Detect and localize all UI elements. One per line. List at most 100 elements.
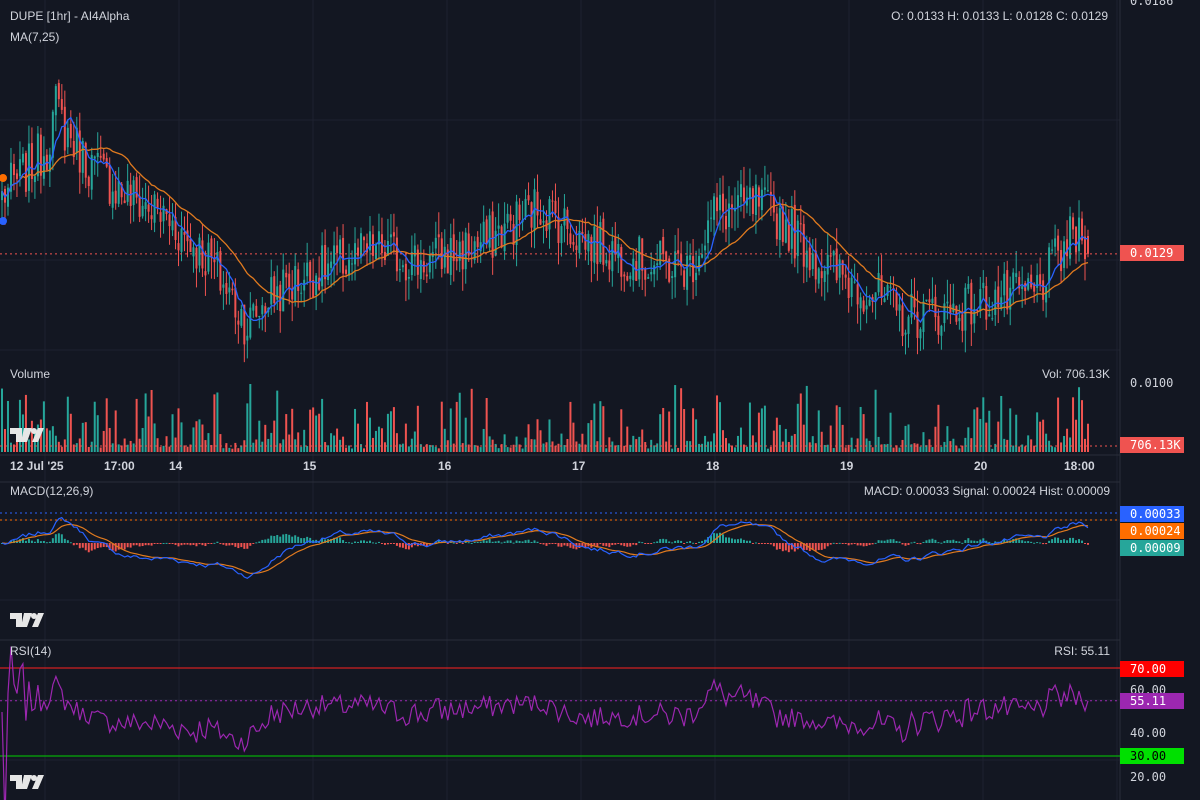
macd-hist-bar [189, 543, 192, 546]
volume-bar [291, 408, 294, 452]
volume-bar [835, 405, 838, 452]
candle-body [763, 187, 766, 190]
macd-hist-bar [739, 538, 742, 543]
candle-body [665, 251, 668, 261]
volume-bar [192, 427, 195, 452]
macd-hist-bar [1030, 541, 1033, 543]
candle-body [455, 259, 458, 262]
macd-hist-bar [371, 542, 374, 544]
volume-bar [413, 431, 416, 452]
macd-hist-bar [455, 543, 458, 544]
x-tick-7: 19 [840, 459, 854, 473]
candle-body [117, 181, 120, 204]
volume-bar [81, 422, 84, 452]
candle-body [234, 287, 237, 318]
volume-bar [6, 400, 9, 452]
candle-body [991, 318, 994, 320]
macd-hist-bar [943, 541, 946, 543]
macd-hist-bar [635, 543, 638, 546]
macd-hist-bar [647, 543, 650, 544]
volume-bar [42, 401, 45, 452]
macd-hist-bar [291, 536, 294, 543]
macd-hist-bar [437, 540, 440, 543]
candle-body [195, 247, 198, 269]
macd-hist-bar [536, 541, 539, 543]
volume-bar [692, 408, 695, 452]
candle-body [1000, 297, 1003, 308]
volume-bar [826, 444, 829, 452]
volume-bar [1048, 440, 1051, 452]
candle-body [9, 162, 12, 192]
candle-body [63, 106, 66, 151]
candle-body [1078, 217, 1081, 252]
candle-body [886, 285, 889, 296]
candle-body [135, 177, 138, 198]
macd-hist-bar [363, 540, 365, 543]
volume-bar [449, 408, 452, 452]
macd-hist-bar [976, 541, 979, 543]
macd-hist-bar [928, 539, 931, 543]
macd-hist-bar [644, 543, 647, 544]
volume-bar [111, 443, 114, 452]
volume-bar [428, 445, 431, 452]
volume-bar [829, 425, 832, 452]
macd-hist-bar [458, 542, 461, 544]
macd-hist-bar [722, 534, 725, 543]
macd-hist-bar [970, 540, 973, 543]
volume-bar [844, 447, 847, 452]
candle-body [611, 241, 614, 272]
volume-bar [374, 430, 377, 452]
candle-body [787, 221, 790, 251]
candle-body [994, 289, 997, 315]
macd-hist-bar [940, 542, 943, 544]
macd-hist-bar [775, 543, 778, 550]
candle-body [186, 230, 189, 242]
volume-bar [1021, 444, 1024, 452]
candle-body [81, 141, 84, 173]
candle-body [60, 99, 63, 110]
macd-hist-bar [650, 543, 653, 544]
macd-hist-bar [829, 543, 832, 545]
candle-body [781, 206, 784, 242]
macd-hist-bar [93, 543, 96, 550]
volume-bar [78, 438, 81, 452]
volume-bar [360, 444, 363, 452]
volume-bar [524, 437, 527, 452]
macd-hist-bar [159, 543, 162, 545]
candle-body [805, 250, 808, 268]
volume-bar [219, 434, 222, 452]
macd-hist-bar [1087, 543, 1089, 545]
volume-bar [368, 417, 371, 452]
macd-hist-bar [985, 540, 988, 543]
candle-body [689, 255, 692, 260]
macd-hist-bar [237, 543, 240, 549]
macd-hist-bar [216, 541, 219, 543]
candle-body [509, 214, 512, 221]
macd-hist-bar [282, 534, 285, 543]
macd-hist-bar [150, 543, 153, 546]
candle-body [620, 247, 623, 277]
candle-body [309, 261, 312, 282]
volume-bar [793, 434, 796, 452]
volume-bar [297, 432, 300, 452]
candle-body [1018, 276, 1021, 289]
candle-body [955, 305, 958, 322]
macd-hist-bar [760, 543, 763, 544]
macd-hist-bar [404, 543, 407, 550]
macd-hist-bar [886, 539, 889, 543]
candle-body [84, 142, 87, 178]
macd-hist-bar [727, 537, 730, 543]
macd-hist-bar [1021, 540, 1024, 543]
candle-body [1060, 250, 1063, 272]
candle-body [1057, 235, 1060, 251]
macd-hist-bar [736, 539, 739, 543]
macd-hist-bar [383, 543, 386, 545]
volume-bar [808, 442, 811, 452]
macd-hist-bar [297, 536, 300, 543]
candle-body [425, 274, 428, 277]
macd-hist-bar [838, 542, 841, 544]
volume-bar [351, 448, 354, 452]
candle-body [315, 275, 318, 296]
